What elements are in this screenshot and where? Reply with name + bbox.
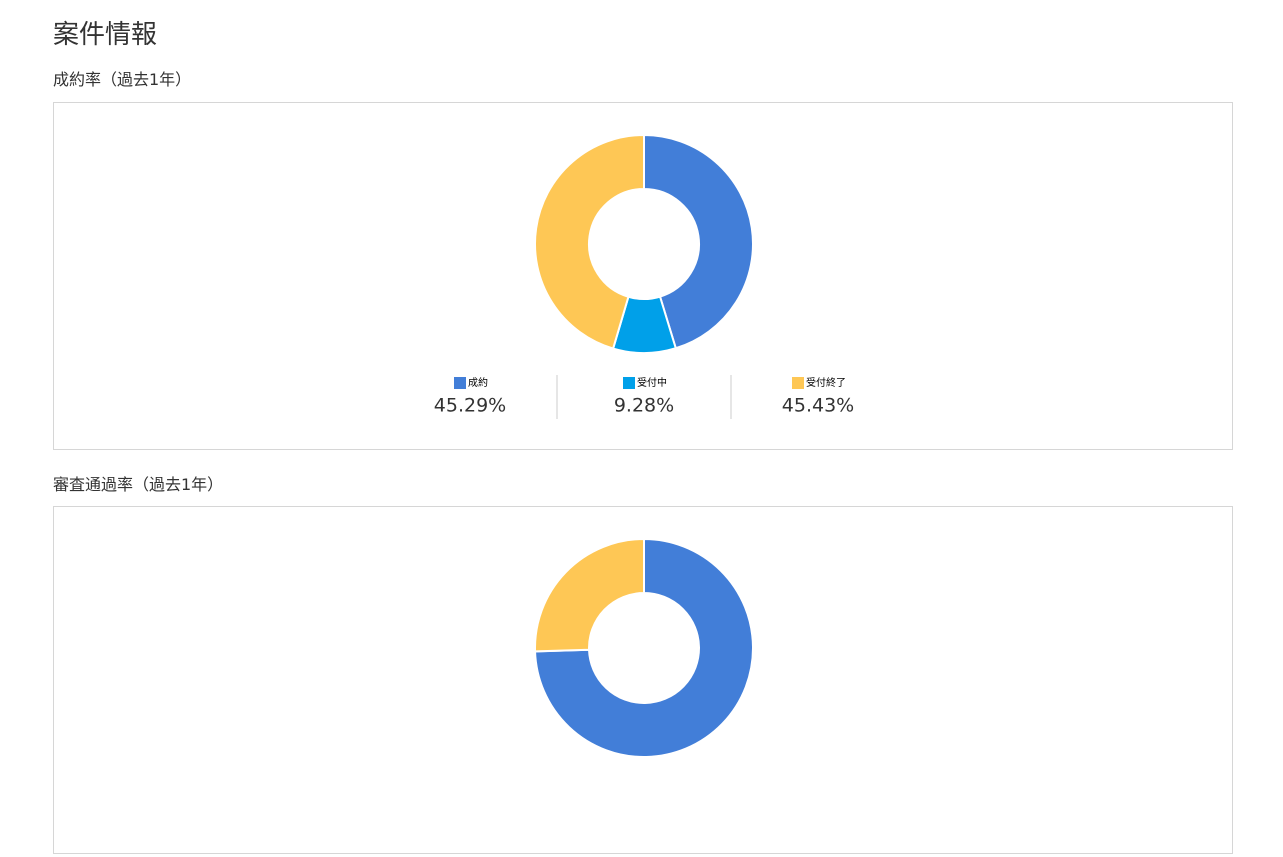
legend-swatch bbox=[792, 377, 804, 389]
legend-label: 成約 bbox=[468, 376, 488, 389]
legend-swatch bbox=[623, 377, 635, 389]
value-label: 9.28% bbox=[614, 395, 674, 417]
pie-slice bbox=[534, 537, 754, 758]
page: 案件情報 成約率（過去1年） 成約 45.29% 受付中 9.28% 受付終了 45.43… bbox=[53, 20, 1233, 854]
pie-slice bbox=[534, 133, 645, 350]
pie-slice bbox=[643, 133, 754, 350]
chart-panel: 成約 45.29% 受付中 9.28% 受付終了 45.43% bbox=[53, 102, 1233, 450]
chart-title: 審査通過率（過去1年） bbox=[53, 475, 224, 494]
legend-label: 受付終了 bbox=[806, 376, 846, 389]
legend-swatch bbox=[454, 377, 466, 389]
chart bbox=[534, 537, 754, 758]
chart-title: 成約率（過去1年） bbox=[53, 70, 192, 89]
value-label: 45.43% bbox=[782, 395, 854, 417]
chart-panel bbox=[53, 506, 1233, 854]
pie-slice bbox=[534, 537, 645, 653]
value-label: 45.29% bbox=[434, 395, 506, 417]
chart: 成約 45.29% 受付中 9.28% 受付終了 45.43% bbox=[434, 133, 854, 419]
page-title: 案件情報 bbox=[53, 20, 158, 50]
legend-label: 受付中 bbox=[637, 376, 667, 389]
